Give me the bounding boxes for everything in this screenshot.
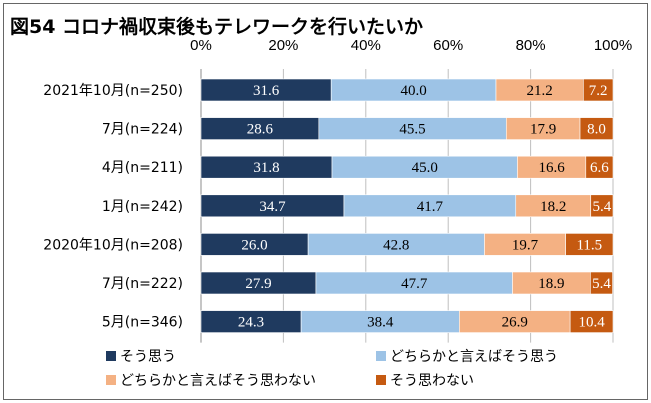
data-label: 41.7 <box>417 199 444 215</box>
data-label: 38.4 <box>367 315 394 331</box>
legend-label: そう思わない <box>390 373 474 389</box>
data-label: 34.7 <box>259 199 286 215</box>
bar-segment <box>579 117 614 140</box>
x-tick-label: 100% <box>594 37 632 54</box>
category-label: 7月(n=224) <box>102 122 183 138</box>
data-label: 16.6 <box>538 160 565 176</box>
bar-segment <box>565 233 614 256</box>
data-label: 45.5 <box>399 122 425 138</box>
data-label: 45.0 <box>412 160 438 176</box>
x-tick-label: 20% <box>268 37 298 54</box>
category-label: 2021年10月(n=250) <box>43 83 183 99</box>
bar-segment <box>585 155 614 179</box>
x-tick-label: 0% <box>190 37 212 54</box>
data-label: 26.9 <box>502 315 528 331</box>
data-label: 27.9 <box>245 276 271 292</box>
data-label: 42.8 <box>383 237 409 253</box>
category-label: 5月(n=346) <box>102 315 183 331</box>
value-labels: 31.6 40.0 21.2 7.2 28.6 45.5 17.9 8.0 31.8 45.0 16… <box>238 83 612 331</box>
bar-segment <box>569 310 614 333</box>
category-label: 2020年10月(n=208) <box>43 237 183 253</box>
bar-segments <box>200 78 614 333</box>
legend-swatch <box>376 375 386 385</box>
legend-label: どちらかと言えばそう思わない <box>120 373 316 389</box>
bar-segment <box>590 194 614 218</box>
data-label: 31.6 <box>253 83 280 99</box>
data-label: 7.2 <box>589 83 608 99</box>
data-label: 10.4 <box>578 315 605 331</box>
data-label: 8.0 <box>587 122 606 138</box>
data-label: 6.6 <box>590 160 609 176</box>
category-label: 4月(n=211) <box>102 160 183 176</box>
data-label: 18.2 <box>540 199 566 215</box>
data-label: 17.9 <box>530 122 556 138</box>
category-labels: 2021年10月(n=250) 7月(n=224) 4月(n=211) 1月(n=24… <box>43 83 183 331</box>
data-label: 19.7 <box>512 237 539 253</box>
legend-label: どちらかと言えばそう思う <box>390 349 558 365</box>
category-label: 1月(n=242) <box>102 199 183 215</box>
bar-segment <box>590 271 613 295</box>
legend-swatch <box>376 351 386 361</box>
x-axis-tick-labels: 0% 20% 40% 60% 80% 100% <box>190 37 632 54</box>
bar-segment <box>583 78 614 102</box>
data-label: 21.2 <box>527 83 553 99</box>
data-label: 5.4 <box>592 276 611 292</box>
data-label: 5.4 <box>593 199 612 215</box>
legend-label: そう思う <box>120 349 176 365</box>
data-label: 47.7 <box>401 276 428 292</box>
data-label: 18.9 <box>538 276 564 292</box>
data-label: 31.8 <box>253 160 279 176</box>
category-label: 7月(n=222) <box>102 276 183 292</box>
data-label: 40.0 <box>400 83 426 99</box>
data-label: 24.3 <box>238 315 264 331</box>
data-label: 26.0 <box>241 237 267 253</box>
x-tick-label: 80% <box>516 37 546 54</box>
legend-swatch <box>106 375 116 385</box>
data-label: 28.6 <box>247 122 274 138</box>
chart-title: 図54 コロナ禍収束後もテレワークを行いたいか <box>10 16 424 38</box>
x-tick-label: 60% <box>433 37 463 54</box>
data-label: 11.5 <box>576 237 602 253</box>
x-tick-label: 40% <box>351 37 381 54</box>
legend-swatch <box>106 351 116 361</box>
